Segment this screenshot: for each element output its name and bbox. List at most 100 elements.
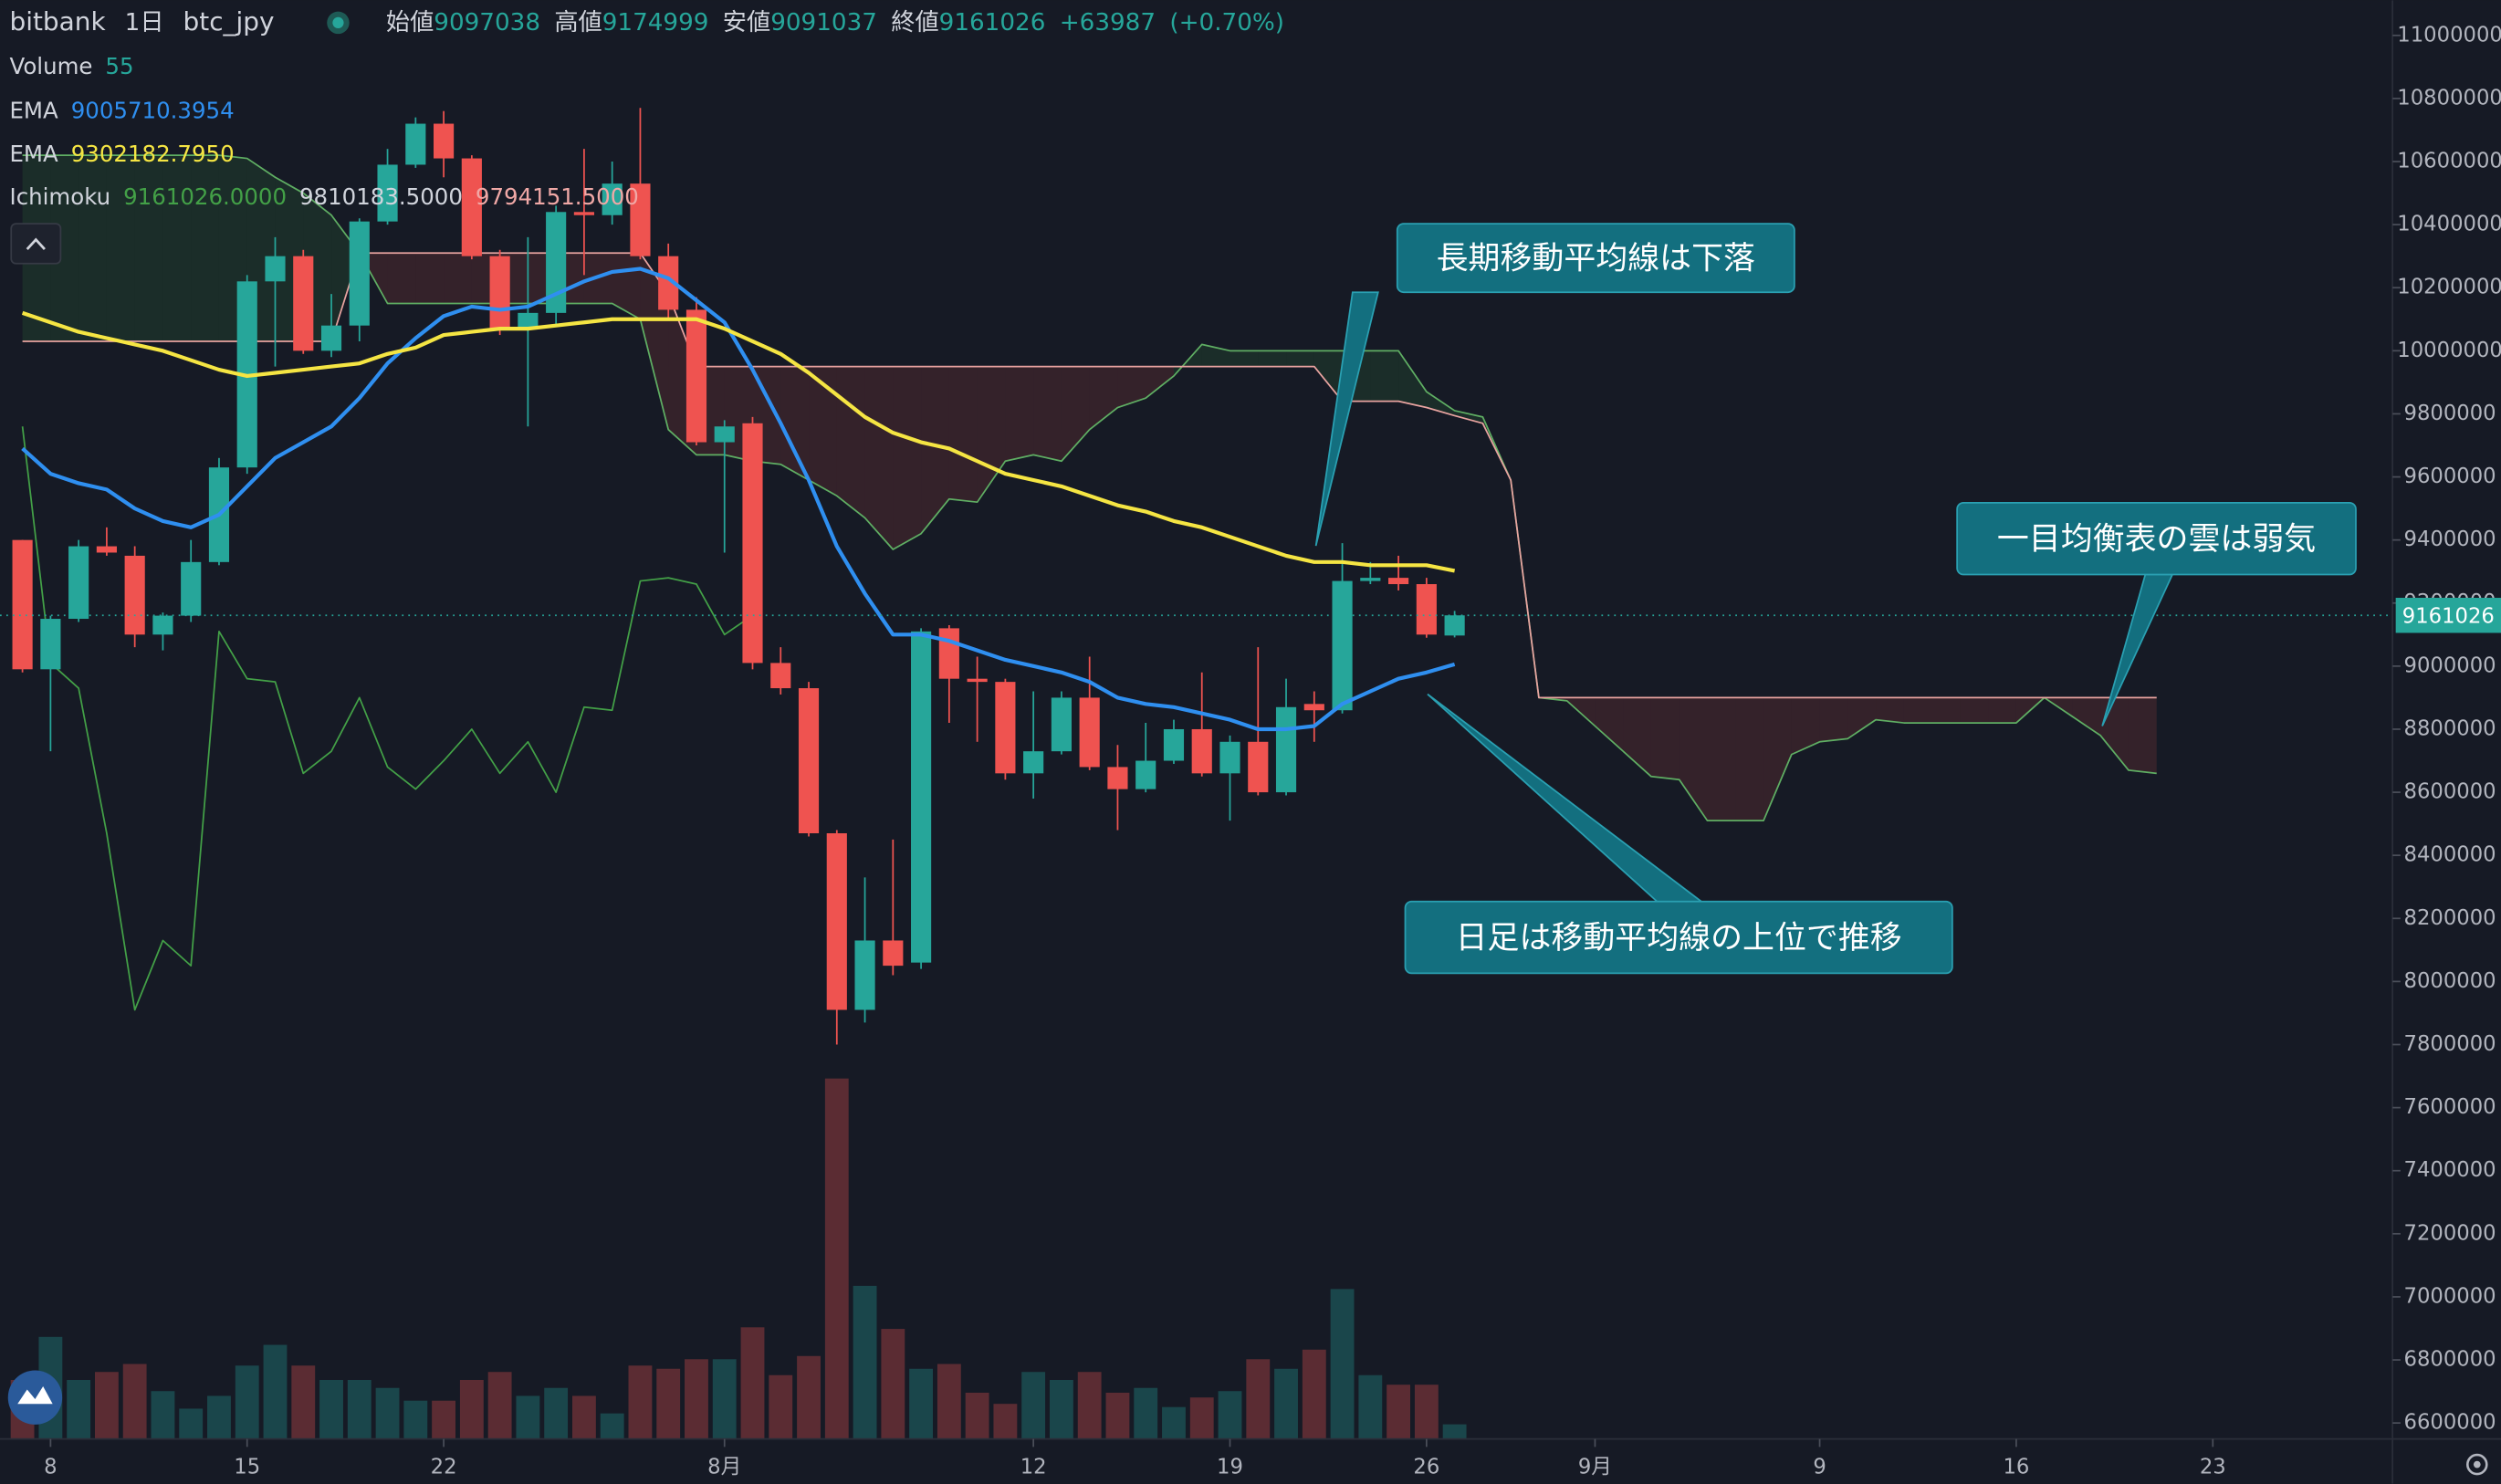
cloud-fill <box>1903 697 1932 724</box>
x-tick-label: 12 <box>1020 1456 1047 1479</box>
last-price-box <box>2395 598 2501 633</box>
cloud-fill <box>1230 350 1259 367</box>
ohlc-row: 始値9097038 高値9174999 安値9091037 終値9161026 … <box>386 8 1284 36</box>
volume-bar <box>94 1372 119 1439</box>
volume-bar <box>769 1374 793 1439</box>
legend-value: 55 <box>105 53 133 79</box>
cloud-fill <box>1650 697 1680 780</box>
candle-body <box>546 212 567 313</box>
candle-body <box>405 123 426 165</box>
volume-bar <box>965 1392 989 1439</box>
collapse-button[interactable] <box>10 223 62 265</box>
legend-ichimoku: Ichimoku 9161026.0000 9810183.5000 9794151.… <box>9 183 638 210</box>
legend-ema: EMA 9302182.7950 <box>9 141 234 167</box>
volume-bar <box>824 1078 849 1439</box>
candle-body <box>1107 767 1128 789</box>
cloud-fill <box>191 155 219 341</box>
cloud-fill <box>1286 350 1314 367</box>
y-tick-label: 7600000 <box>2404 1095 2496 1119</box>
volume-bar <box>1274 1368 1298 1439</box>
volume-bar <box>1330 1289 1355 1439</box>
candle-body <box>1332 580 1353 711</box>
cloud-fill <box>1988 697 2016 724</box>
cloud-fill <box>948 366 978 503</box>
y-tick-label: 8200000 <box>2404 906 2496 930</box>
cloud-fill <box>162 155 192 341</box>
cloud-fill <box>415 253 445 304</box>
y-tick-label: 6800000 <box>2404 1348 2496 1372</box>
y-tick-label: 7400000 <box>2404 1158 2496 1182</box>
volume-bar <box>516 1395 540 1439</box>
candle-body <box>685 309 707 443</box>
candle-body <box>1360 578 1381 581</box>
y-tick-label: 7800000 <box>2404 1032 2496 1056</box>
cloud-fill <box>444 253 472 304</box>
cloud-fill <box>78 155 107 341</box>
candle-body <box>995 682 1016 774</box>
last-price-label: 9161026 <box>2402 604 2495 628</box>
interval: 1日 <box>125 8 164 36</box>
legend-name: Ichimoku <box>9 183 110 210</box>
volume-bar <box>235 1365 259 1439</box>
x-tick-label: 16 <box>2003 1456 2029 1479</box>
cloud-fill <box>387 253 416 304</box>
volume-bar <box>403 1400 428 1439</box>
volume-bar <box>909 1368 934 1439</box>
candle-body <box>1388 578 1409 585</box>
y-tick-label: 8400000 <box>2404 843 2496 867</box>
candle-body <box>377 164 398 222</box>
cloud-fill <box>1454 410 1483 423</box>
logo-icon <box>17 1385 53 1405</box>
cloud-fill <box>1005 366 1034 462</box>
cloud-fill <box>1707 697 1736 821</box>
volume-bar <box>881 1329 905 1439</box>
candle-body <box>967 678 988 683</box>
candle-body <box>320 325 342 351</box>
y-tick-label: 9400000 <box>2404 528 2496 551</box>
cloud-fill <box>1033 366 1062 462</box>
ohlc-value: 9097038 <box>434 8 540 36</box>
candle-body <box>1163 728 1185 761</box>
candle-body <box>826 832 847 1010</box>
candle-body <box>1303 704 1324 711</box>
cloud-fill <box>1960 697 1989 724</box>
collapse-icon <box>26 237 46 250</box>
y-tick-label: 10800000 <box>2397 86 2501 110</box>
candle-body <box>1416 584 1437 635</box>
volume-bar <box>1077 1372 1102 1439</box>
y-tick-label: 7200000 <box>2404 1221 2496 1245</box>
settings-icon[interactable] <box>2465 1453 2488 1476</box>
candle-body <box>181 561 202 616</box>
candle-body <box>518 312 539 329</box>
cloud-fill <box>977 366 1006 503</box>
candle-body <box>883 940 904 967</box>
volume-bar <box>487 1372 512 1439</box>
legend-value: 9302182.7950 <box>71 141 235 167</box>
candle-body <box>68 546 89 620</box>
volume-bar <box>291 1365 316 1439</box>
plot-area <box>0 108 2393 1439</box>
candle-body <box>573 212 594 215</box>
x-tick-label: 26 <box>1413 1456 1439 1479</box>
volume-bar <box>459 1379 484 1439</box>
volume-bar <box>600 1413 624 1439</box>
cloud-fill <box>1258 350 1287 367</box>
volume-bar <box>656 1368 681 1439</box>
logo[interactable] <box>7 1370 63 1425</box>
exchange: bitbank <box>9 6 106 37</box>
y-tick-label: 8000000 <box>2404 969 2496 993</box>
volume-bar <box>685 1359 708 1439</box>
ohlc-value: 9174999 <box>602 8 709 36</box>
status-dot <box>332 16 344 29</box>
volume-bar <box>375 1387 400 1439</box>
volume-bar <box>207 1395 231 1439</box>
cloud-fill <box>1370 350 1399 402</box>
pair: btc_jpy <box>183 6 275 37</box>
y-tick-label: 10200000 <box>2397 276 2501 299</box>
volume-bar <box>993 1404 1018 1439</box>
volume-bar <box>319 1379 343 1439</box>
volume-bar <box>1218 1391 1242 1439</box>
volume-bar <box>1387 1385 1411 1439</box>
candle-body <box>1079 697 1100 768</box>
